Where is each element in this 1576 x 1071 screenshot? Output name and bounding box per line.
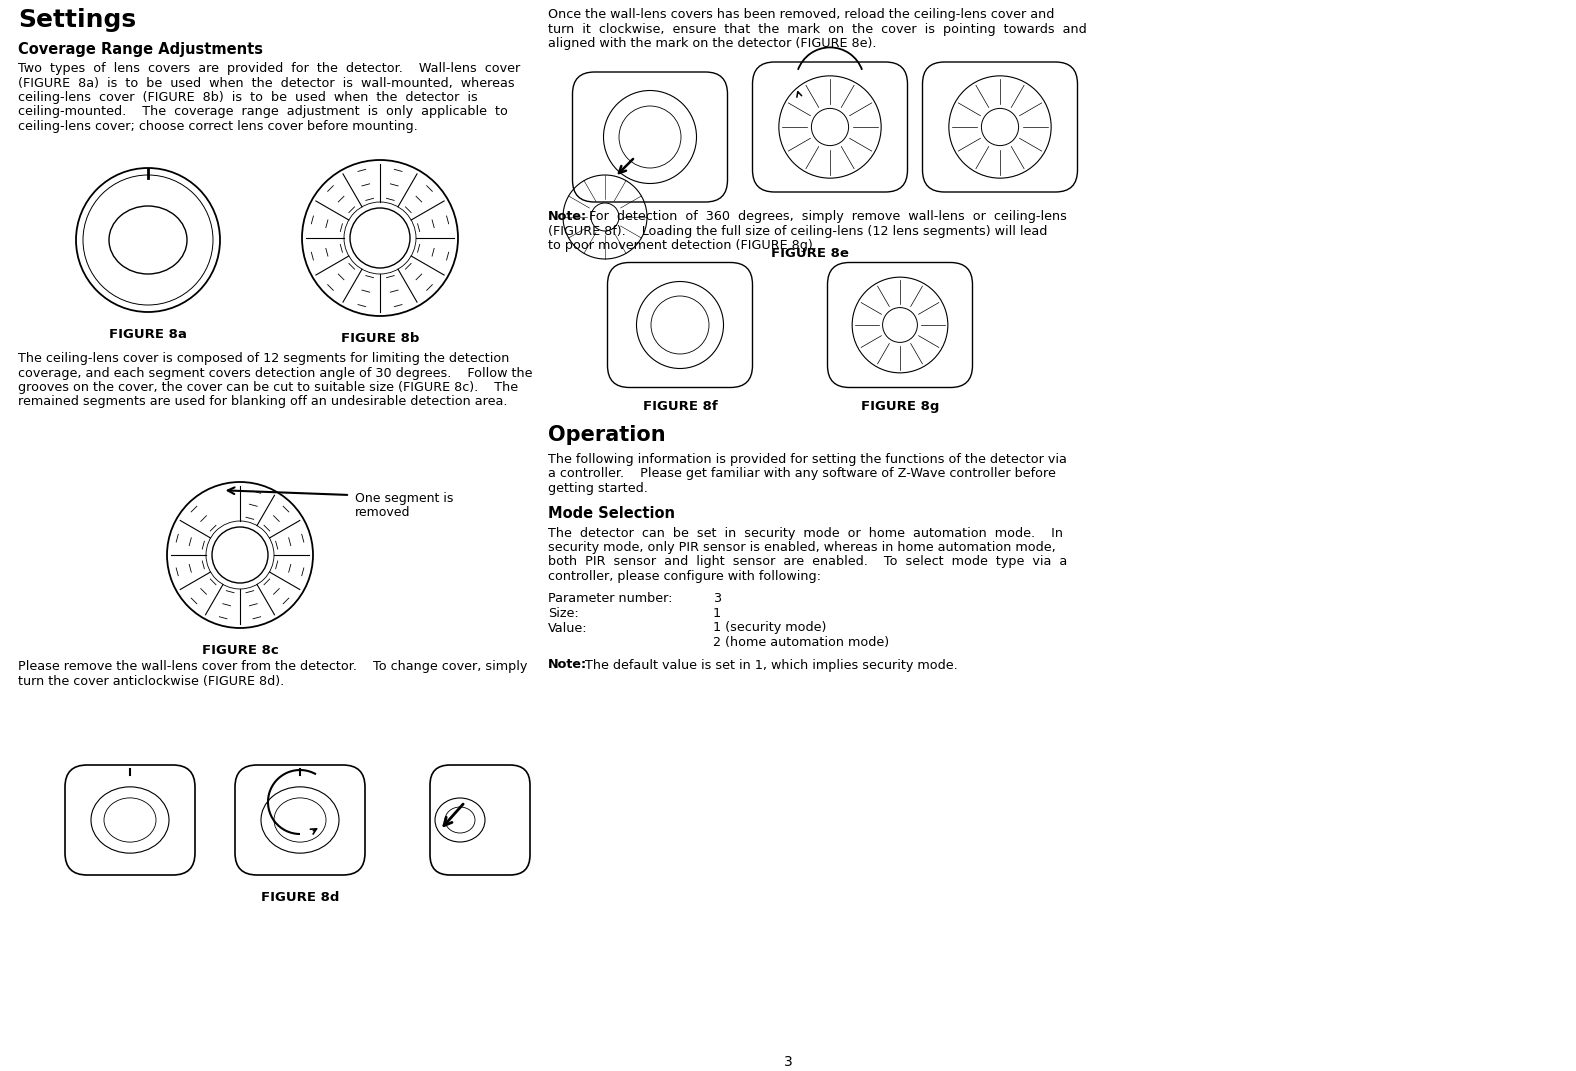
- Text: The following information is provided for setting the functions of the detector : The following information is provided fo…: [548, 453, 1067, 466]
- Text: Note:: Note:: [548, 210, 588, 223]
- Text: security mode, only PIR sensor is enabled, whereas in home automation mode,: security mode, only PIR sensor is enable…: [548, 541, 1056, 554]
- Text: FIGURE 8d: FIGURE 8d: [260, 891, 339, 904]
- Text: (FIGURE  8a)  is  to  be  used  when  the  detector  is  wall-mounted,  whereas: (FIGURE 8a) is to be used when the detec…: [17, 76, 515, 90]
- Text: Once the wall-lens covers has been removed, reload the ceiling-lens cover and: Once the wall-lens covers has been remov…: [548, 7, 1054, 21]
- Text: ceiling-mounted.    The  coverage  range  adjustment  is  only  applicable  to: ceiling-mounted. The coverage range adju…: [17, 106, 507, 119]
- Text: coverage, and each segment covers detection angle of 30 degrees.    Follow the: coverage, and each segment covers detect…: [17, 366, 533, 379]
- Text: ceiling-lens  cover  (FIGURE  8b)  is  to  be  used  when  the  detector  is: ceiling-lens cover (FIGURE 8b) is to be …: [17, 91, 478, 104]
- Text: FIGURE 8g: FIGURE 8g: [860, 399, 939, 413]
- Text: The default value is set in 1, which implies security mode.: The default value is set in 1, which imp…: [582, 659, 958, 672]
- Text: FIGURE 8b: FIGURE 8b: [340, 332, 419, 345]
- Text: removed: removed: [355, 506, 410, 519]
- Text: getting started.: getting started.: [548, 482, 648, 495]
- Text: The  detector  can  be  set  in  security  mode  or  home  automation  mode.    : The detector can be set in security mode…: [548, 527, 1062, 540]
- Text: a controller.    Please get familiar with any software of Z-Wave controller befo: a controller. Please get familiar with a…: [548, 468, 1056, 481]
- Text: (FIGURE 8f).    Loading the full size of ceiling-lens (12 lens segments) will le: (FIGURE 8f). Loading the full size of ce…: [548, 225, 1048, 238]
- Text: Operation: Operation: [548, 425, 665, 444]
- Text: Parameter number:: Parameter number:: [548, 592, 673, 605]
- Text: One segment is: One segment is: [355, 492, 454, 506]
- Text: For  detection  of  360  degrees,  simply  remove  wall-lens  or  ceiling-lens: For detection of 360 degrees, simply rem…: [582, 210, 1067, 223]
- Text: Coverage Range Adjustments: Coverage Range Adjustments: [17, 42, 263, 57]
- Text: remained segments are used for blanking off an undesirable detection area.: remained segments are used for blanking …: [17, 395, 507, 408]
- Text: 3: 3: [712, 592, 722, 605]
- Text: grooves on the cover, the cover can be cut to suitable size (FIGURE 8c).    The: grooves on the cover, the cover can be c…: [17, 381, 519, 394]
- Text: 3: 3: [783, 1055, 793, 1069]
- Text: FIGURE 8a: FIGURE 8a: [109, 328, 188, 341]
- Text: Please remove the wall-lens cover from the detector.    To change cover, simply: Please remove the wall-lens cover from t…: [17, 660, 528, 673]
- Text: Settings: Settings: [17, 7, 136, 32]
- Text: Value:: Value:: [548, 621, 588, 634]
- Text: The ceiling-lens cover is composed of 12 segments for limiting the detection: The ceiling-lens cover is composed of 12…: [17, 352, 509, 365]
- Text: FIGURE 8f: FIGURE 8f: [643, 399, 717, 413]
- Text: 1 (security mode): 1 (security mode): [712, 621, 826, 634]
- Text: 1: 1: [712, 607, 722, 620]
- Text: FIGURE 8e: FIGURE 8e: [771, 247, 849, 260]
- Text: Size:: Size:: [548, 607, 578, 620]
- Text: both  PIR  sensor  and  light  sensor  are  enabled.    To  select  mode  type  : both PIR sensor and light sensor are ena…: [548, 556, 1067, 569]
- Text: Two  types  of  lens  covers  are  provided  for  the  detector.    Wall-lens  c: Two types of lens covers are provided fo…: [17, 62, 520, 75]
- Text: turn the cover anticlockwise (FIGURE 8d).: turn the cover anticlockwise (FIGURE 8d)…: [17, 675, 284, 688]
- Text: 2 (home automation mode): 2 (home automation mode): [712, 636, 889, 649]
- Text: aligned with the mark on the detector (FIGURE 8e).: aligned with the mark on the detector (F…: [548, 37, 876, 50]
- Text: ceiling-lens cover; choose correct lens cover before mounting.: ceiling-lens cover; choose correct lens …: [17, 120, 418, 133]
- Text: turn  it  clockwise,  ensure  that  the  mark  on  the  cover  is  pointing  tow: turn it clockwise, ensure that the mark …: [548, 22, 1087, 35]
- Text: Note:: Note:: [548, 659, 588, 672]
- Text: Mode Selection: Mode Selection: [548, 507, 675, 522]
- Text: FIGURE 8c: FIGURE 8c: [202, 644, 279, 657]
- Text: controller, please configure with following:: controller, please configure with follow…: [548, 570, 821, 583]
- Text: to poor movement detection (FIGURE 8g).: to poor movement detection (FIGURE 8g).: [548, 239, 816, 252]
